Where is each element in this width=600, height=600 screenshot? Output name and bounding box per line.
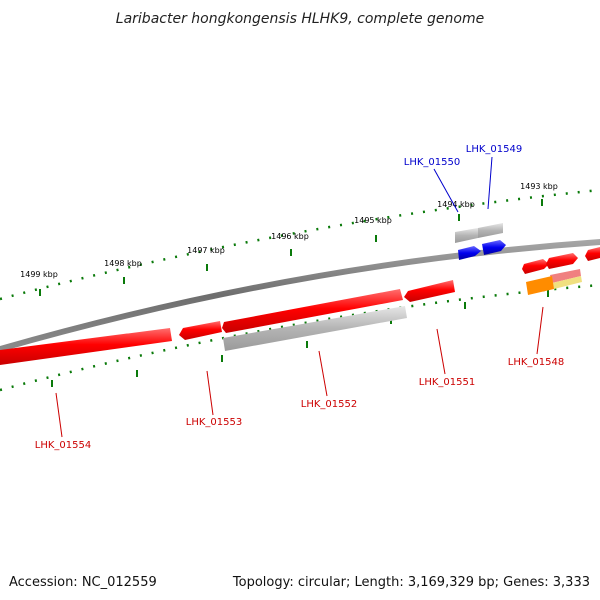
- tick-label-1496: 1496 kbp: [271, 232, 309, 241]
- gene-label-LHK_01553[interactable]: LHK_01553: [186, 417, 242, 428]
- page-title: Laribacter hongkongensis HLHK9, complete…: [116, 11, 484, 27]
- leader-LHK_01553: [206, 370, 214, 416]
- gene-LHK_01553[interactable]: [179, 321, 222, 340]
- gene-label-LHK_01554[interactable]: LHK_01554: [35, 440, 91, 451]
- major-ticks-inner: [51, 290, 549, 387]
- leader-LHK_01552: [318, 350, 328, 397]
- gene-label-LHK_01551[interactable]: LHK_01551: [419, 377, 475, 388]
- tick-label-1498: 1498 kbp: [104, 259, 142, 268]
- gene-right-edge[interactable]: [585, 247, 600, 261]
- leader-LHK_01548: [536, 306, 544, 355]
- tick-label-1494: 1494 kbp: [437, 200, 475, 209]
- leader-LHK_01554: [55, 392, 63, 438]
- gene-LHK_01549[interactable]: [478, 223, 506, 255]
- gene-label-LHK_01552[interactable]: LHK_01552: [301, 399, 357, 410]
- leader-LHK_01549: [487, 156, 493, 210]
- gene-LHK_01548[interactable]: [522, 253, 582, 295]
- tick-label-1495: 1495 kbp: [354, 216, 392, 225]
- tick-label-1497: 1497 kbp: [187, 246, 225, 255]
- inner-tick-track: [0, 283, 600, 392]
- gene-label-LHK_01550[interactable]: LHK_01550: [404, 157, 460, 168]
- gene-label-LHK_01549[interactable]: LHK_01549: [466, 144, 522, 155]
- leader-LHK_01551: [436, 328, 446, 375]
- leader-LHK_01550: [433, 168, 459, 213]
- gene-LHK_01551[interactable]: [404, 280, 455, 302]
- accession-text: Accession: NC_012559: [9, 575, 157, 590]
- tick-label-1493: 1493 kbp: [520, 182, 558, 191]
- major-ticks-outer: [39, 199, 543, 296]
- gene-LHK_01552-red[interactable]: [222, 289, 403, 333]
- gene-label-LHK_01548[interactable]: LHK_01548: [508, 357, 564, 368]
- tick-label-1499: 1499 kbp: [20, 270, 58, 279]
- gene-LHK_01554[interactable]: [0, 328, 172, 365]
- gene-LHK_01550[interactable]: [455, 228, 481, 260]
- genome-summary-text: Topology: circular; Length: 3,169,329 bp…: [232, 575, 590, 590]
- gene-LHK_01552[interactable]: [223, 306, 407, 351]
- outer-tick-track: [0, 188, 600, 301]
